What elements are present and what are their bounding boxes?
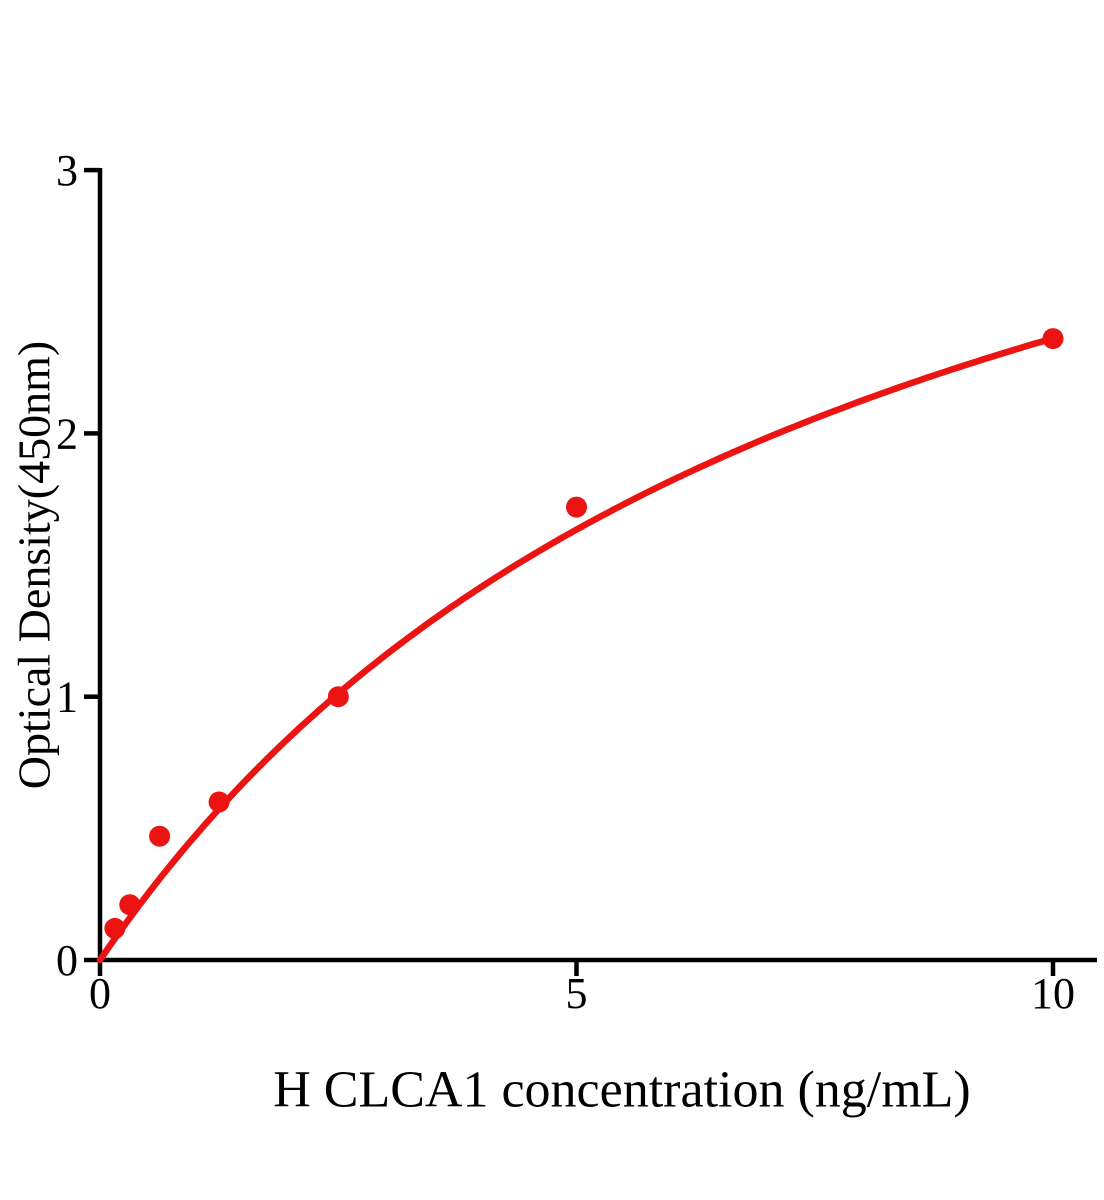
fit-curve [96,335,1057,964]
data-point [566,496,587,518]
y-axis-title: Optical Density(450nm) [8,340,60,790]
data-point [208,791,230,813]
data-point [1042,328,1064,350]
x-tick-label: 5 [566,969,588,1018]
y-tick-label: 2 [56,409,78,458]
y-tick-label: 0 [56,936,78,985]
data-point [104,917,126,939]
data-point [327,686,349,708]
tick-labels: 0 5 10 0 1 2 3 [56,146,1075,1018]
x-tick-label: 10 [1031,969,1075,1018]
data-point [149,825,171,847]
data-point [119,894,141,916]
y-tick-label: 3 [56,146,78,195]
data-points [104,328,1064,939]
standard-curve-path [96,335,1057,964]
x-tick-label: 0 [89,969,111,1018]
y-tick-label: 1 [56,673,78,722]
axes [84,167,1097,976]
x-axis-title: H CLCA1 concentration (ng/mL) [273,1061,971,1119]
